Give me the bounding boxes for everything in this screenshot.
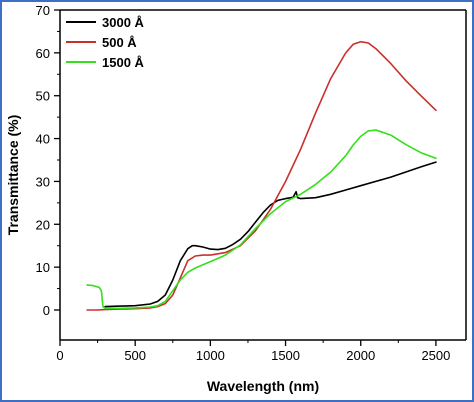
y-axis-ticks: 0 10 20 30 40 50 60 70 — [36, 3, 60, 318]
legend: 3000 Å 500 Å 1500 Å — [66, 15, 145, 70]
x-tick-label: 2500 — [421, 348, 450, 363]
y-tick-label: 60 — [36, 46, 50, 61]
y-tick-label: 30 — [36, 174, 50, 189]
y-tick-label: 40 — [36, 132, 50, 147]
x-axis-ticks: 0 500 1000 1500 2000 2500 — [56, 340, 450, 363]
series-lines — [86, 40, 437, 311]
y-tick-label: 20 — [36, 217, 50, 232]
y-tick-label: 50 — [36, 89, 50, 104]
legend-label: 1500 Å — [102, 55, 145, 70]
series-line-2 — [86, 40, 437, 311]
y-tick-label: 0 — [43, 303, 50, 318]
x-tick-label: 2000 — [346, 348, 375, 363]
series-line-3 — [86, 129, 437, 310]
legend-label: 3000 Å — [102, 15, 145, 30]
legend-label: 500 Å — [102, 35, 137, 50]
series-line-1 — [104, 161, 437, 308]
x-tick-label: 0 — [56, 348, 63, 363]
y-tick-label: 70 — [36, 3, 50, 18]
x-axis-title: Wavelength (nm) — [207, 378, 319, 394]
y-axis-title: Transmittance (%) — [5, 115, 21, 236]
x-tick-label: 1000 — [196, 348, 225, 363]
x-tick-label: 500 — [124, 348, 146, 363]
x-tick-label: 1500 — [271, 348, 300, 363]
y-tick-label: 10 — [36, 260, 50, 275]
